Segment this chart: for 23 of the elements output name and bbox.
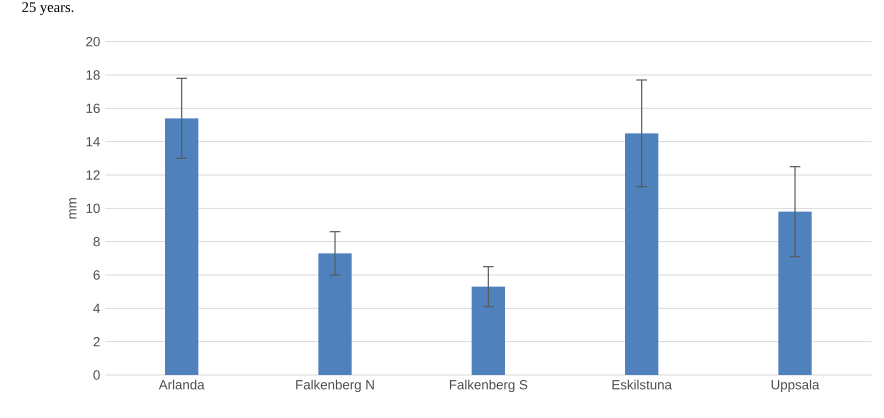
bar <box>778 212 812 375</box>
bar <box>165 118 198 375</box>
y-axis-title: mm <box>69 198 76 219</box>
y-tick-label: 0 <box>93 370 100 380</box>
y-tick-label: 8 <box>94 236 100 246</box>
bar <box>625 133 658 375</box>
y-tick-label: 12 <box>86 170 100 180</box>
y-tick-label: 18 <box>86 70 100 80</box>
y-tick-label: 6 <box>94 270 100 280</box>
y-tick-label: 10 <box>86 204 100 214</box>
x-tick-label: Arlanda <box>158 380 205 390</box>
y-tick-label: 4 <box>93 304 100 313</box>
text: 25 years. <box>22 2 74 16</box>
y-tick-label: 16 <box>86 104 100 114</box>
bar <box>472 286 506 375</box>
x-tick-label: Falkenberg N <box>296 380 374 392</box>
y-tick-label: 14 <box>86 137 100 146</box>
x-tick-label: Falkenberg S <box>450 380 528 392</box>
x-tick-label: Eskilstuna <box>612 380 672 390</box>
x-tick-label: Uppsala <box>772 380 820 392</box>
y-tick-label: 20 <box>86 36 100 46</box>
y-tick-label: 2 <box>94 337 100 346</box>
bar <box>318 253 352 375</box>
